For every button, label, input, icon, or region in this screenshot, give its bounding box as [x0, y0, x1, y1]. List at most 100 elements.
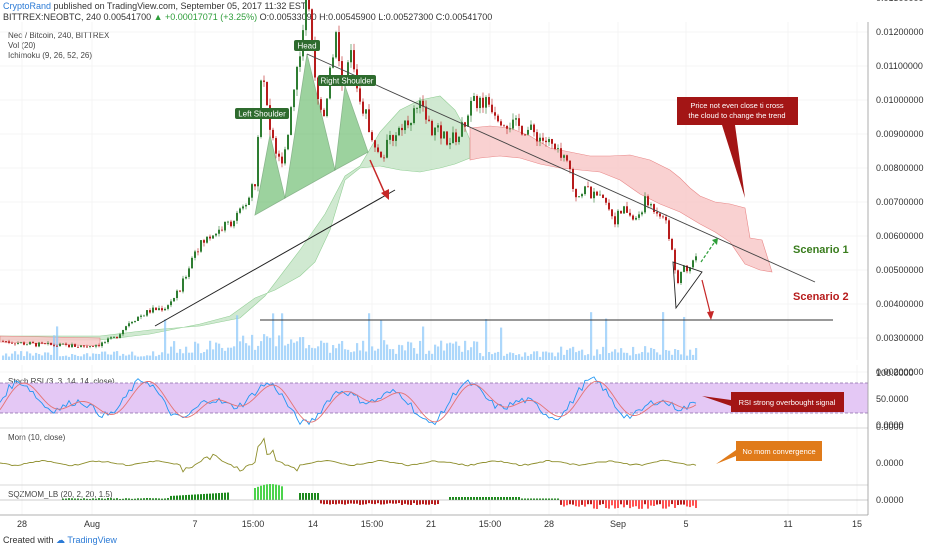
candle-body: [536, 132, 538, 142]
volume-bar: [41, 355, 44, 360]
squeeze-bar: [380, 500, 382, 505]
volume-bar: [542, 351, 545, 360]
tradingview-brand[interactable]: TradingView: [67, 535, 117, 545]
squeeze-bar: [659, 500, 661, 505]
candle-body: [521, 125, 523, 135]
squeeze-bar: [170, 495, 172, 500]
volume-bar: [194, 341, 197, 360]
volume-bar: [548, 352, 551, 360]
price-tick: 0.00800000: [876, 163, 924, 173]
squeeze-bar: [575, 500, 577, 507]
candle-body: [491, 104, 493, 113]
candle-body: [533, 124, 535, 133]
volume-bar: [92, 353, 95, 360]
squeeze-bar: [95, 498, 97, 500]
squeeze-bar: [80, 498, 82, 500]
candle-body: [194, 251, 196, 258]
candle-body: [572, 169, 574, 189]
price-tick: 0.01300000: [876, 0, 924, 3]
squeeze-bar: [557, 498, 559, 500]
squeeze-bar: [299, 493, 301, 500]
squeeze-bar: [674, 500, 676, 508]
mom-callout: No mom convergence: [716, 441, 822, 464]
volume-bar: [209, 340, 212, 360]
squeeze-bar: [482, 497, 484, 500]
volume-bar: [134, 355, 137, 360]
candle-body: [32, 342, 34, 343]
candle-body: [401, 127, 403, 131]
squeeze-bar: [104, 498, 106, 500]
squeeze-bar: [368, 500, 370, 504]
candle-body: [476, 95, 478, 109]
candle-body: [182, 278, 184, 292]
candle-body: [290, 107, 292, 135]
squeeze-bar: [83, 498, 85, 500]
volume-bar: [122, 353, 125, 360]
candle-body: [488, 97, 490, 105]
candle-body: [563, 155, 565, 158]
volume-bar: [617, 352, 620, 360]
volume-bar: [185, 346, 188, 360]
volume-bar: [425, 353, 428, 360]
squeeze-bar: [689, 500, 691, 508]
volume-bar: [221, 347, 224, 360]
candle-body: [440, 125, 442, 139]
rsi-tick-0: 0.0000: [876, 420, 904, 430]
squeeze-bar: [638, 500, 640, 509]
candle-body: [350, 50, 352, 63]
volume-bar: [278, 335, 281, 360]
volume-bar: [485, 319, 488, 360]
squeeze-bar: [554, 498, 556, 500]
candle-body: [35, 342, 37, 347]
candle-body: [2, 340, 4, 342]
volume-bar: [254, 349, 257, 360]
candle-body: [668, 220, 670, 239]
volume-bar: [443, 350, 446, 360]
volume-bar: [269, 337, 272, 360]
volume-bar: [350, 352, 353, 360]
squeeze-bar: [134, 498, 136, 500]
volume-bar: [464, 340, 467, 360]
volume-bar: [203, 351, 206, 360]
candle-body: [674, 249, 676, 271]
squeeze-bar: [536, 498, 538, 500]
volume-bar: [383, 340, 386, 360]
candle-body: [314, 42, 316, 78]
squeeze-bar: [491, 497, 493, 500]
squeeze-bar: [143, 498, 145, 500]
symbol-header: BITTREX:NEOBTC, 240 0.00541700 ▲ +0.0001…: [3, 12, 492, 22]
squeeze-bar: [323, 500, 325, 505]
volume-bar: [584, 355, 587, 360]
candle-body: [224, 221, 226, 231]
squeeze-bar: [617, 500, 619, 509]
squeeze-bar: [416, 500, 418, 505]
rsi-band: [0, 383, 868, 413]
squeeze-bar: [497, 497, 499, 500]
volume-bar: [191, 352, 194, 360]
squeeze-bar: [206, 493, 208, 500]
candle-body: [428, 119, 430, 121]
published-text: published on TradingView.com, September …: [51, 1, 307, 11]
time-tick: 21: [426, 519, 436, 529]
volume-bar: [488, 352, 491, 360]
squeeze-bar: [542, 498, 544, 500]
squeeze-bar: [410, 500, 412, 505]
volume-bar: [89, 356, 92, 360]
volume-bar: [152, 351, 155, 360]
volume-bar: [242, 335, 245, 360]
candle-body: [164, 308, 166, 311]
squeeze-bar: [185, 495, 187, 500]
candle-body: [611, 209, 613, 217]
squeeze-bar: [452, 497, 454, 500]
volume-bar: [521, 356, 524, 360]
cloud-note-line1: Price not even close ti cross: [690, 101, 784, 110]
candle-body: [596, 191, 598, 196]
author-name[interactable]: CryptoRand: [3, 1, 52, 11]
squeeze-bar: [386, 500, 388, 504]
volume-bar: [5, 353, 8, 360]
candle-body: [311, 9, 313, 43]
volume-bar: [149, 355, 152, 360]
squeeze-bar: [662, 500, 664, 509]
scenario1-label: Scenario 1: [793, 244, 849, 256]
